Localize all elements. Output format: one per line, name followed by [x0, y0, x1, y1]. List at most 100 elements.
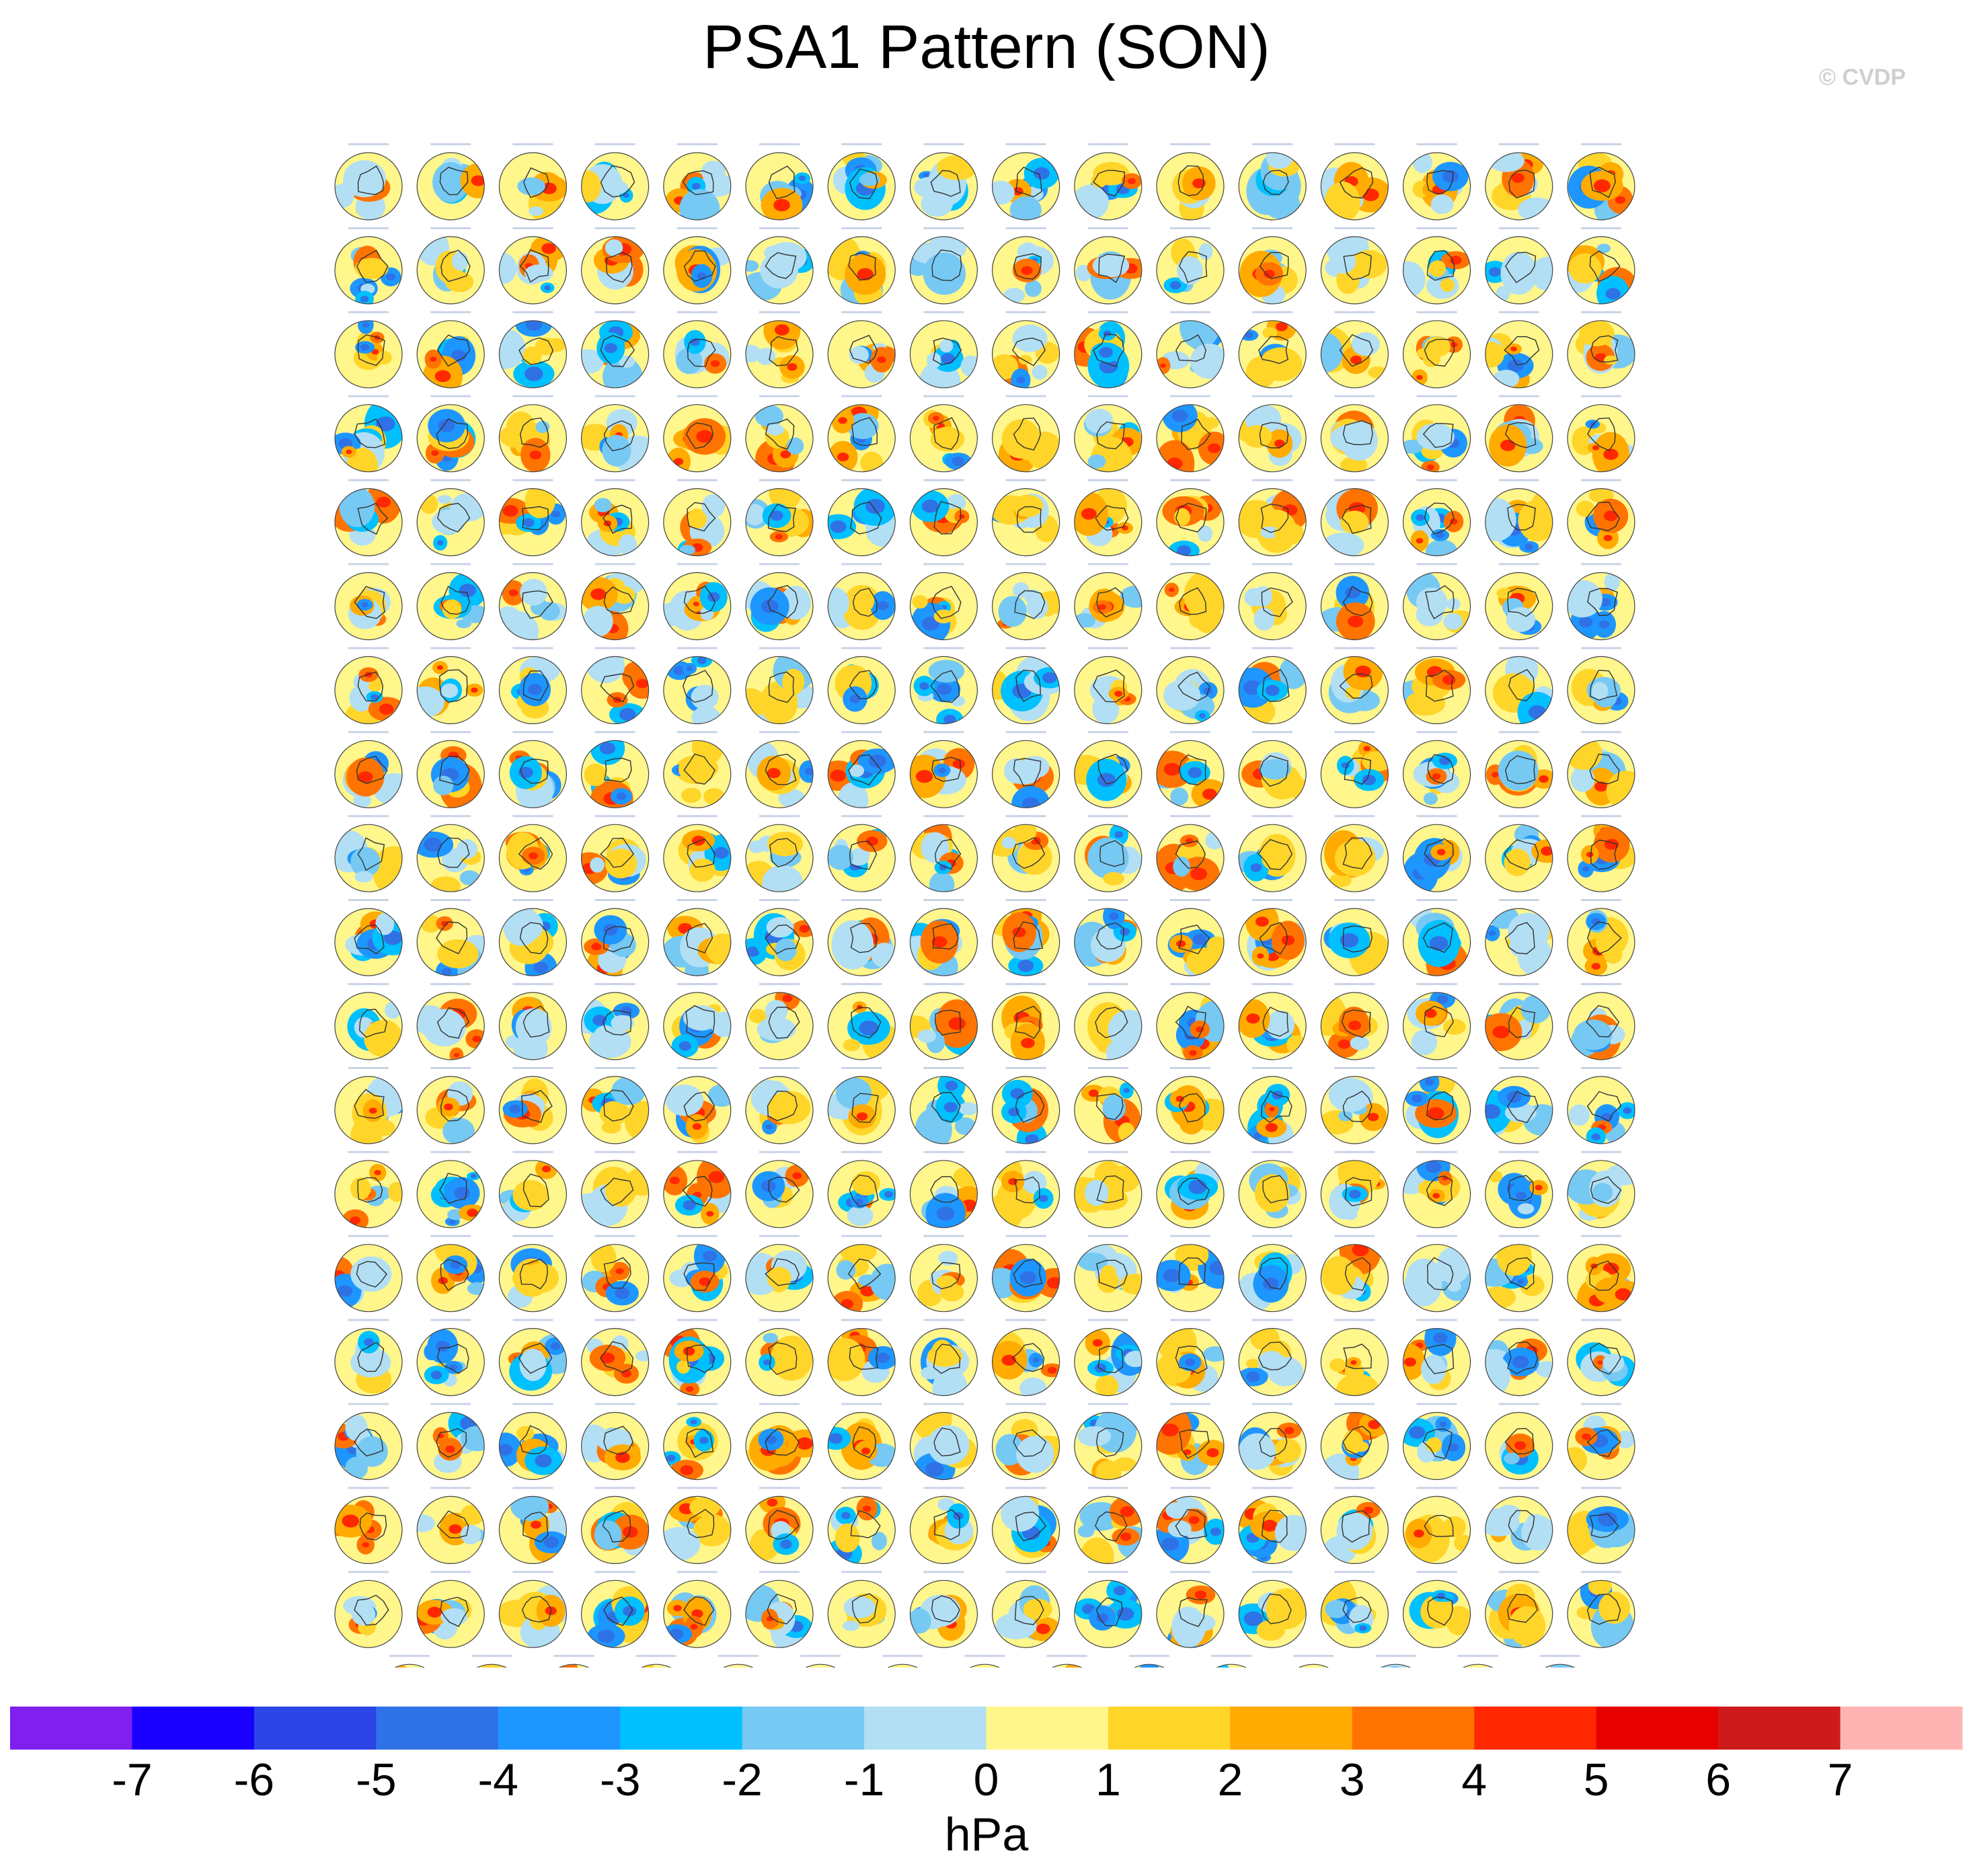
anomaly-core: [691, 835, 705, 846]
anomaly-core: [471, 687, 478, 693]
map-panel: [580, 899, 650, 976]
anomaly-core: [936, 1206, 955, 1221]
panel-caption: [1087, 311, 1128, 313]
anomaly-core: [673, 458, 684, 465]
anomaly-core: [708, 1171, 725, 1183]
map-border: [663, 320, 732, 389]
anomaly-blob: [460, 1504, 485, 1525]
map-panel: [827, 899, 896, 976]
map-panel: [471, 1655, 518, 1668]
anomaly-core: [782, 994, 793, 1003]
panel-caption: [759, 395, 800, 397]
anomaly-core: [1163, 763, 1181, 776]
anomaly-core: [509, 1104, 521, 1113]
map-disk: [1216, 1664, 1246, 1668]
anomaly-core: [619, 708, 636, 721]
anomaly-blob: [451, 251, 469, 271]
map-panel: [909, 647, 978, 725]
panel-caption: [348, 479, 389, 481]
anomaly-blob: [1179, 320, 1220, 349]
anomaly-core: [775, 534, 783, 540]
map-border: [909, 236, 978, 305]
map-panel: [663, 815, 732, 892]
anomaly-core: [1177, 545, 1192, 556]
anomaly-core: [441, 921, 449, 927]
coastline: [1016, 506, 1042, 533]
anomaly-core: [1500, 440, 1516, 451]
map-panel: [1238, 1319, 1307, 1397]
anomaly-blob: [442, 599, 462, 619]
panel-caption: [430, 899, 471, 902]
panel-caption: [759, 479, 800, 481]
panel-caption: [841, 479, 882, 481]
map-panel: [334, 1319, 403, 1397]
map-panel: [1403, 815, 1471, 892]
map-panel: [1457, 1655, 1498, 1668]
anomaly-blob: [1405, 691, 1446, 716]
map-border: [663, 404, 732, 473]
anomaly-core: [1097, 773, 1116, 787]
map-panel: [1320, 1066, 1389, 1144]
map-panel: [1567, 1150, 1635, 1228]
panel-caption: [1334, 227, 1375, 229]
anomaly-blob: [775, 938, 797, 962]
panel-caption: [841, 563, 882, 565]
panel-caption: [759, 899, 800, 902]
panel-caption: [348, 143, 389, 145]
anomaly-core: [1188, 1179, 1207, 1194]
anomaly-blob: [605, 239, 623, 257]
map-border: [827, 152, 896, 221]
anomaly-core: [1246, 1013, 1260, 1024]
coastline: [1342, 585, 1373, 617]
map-panel: [1074, 395, 1143, 473]
map-panel: [827, 143, 896, 221]
map-border: [580, 152, 650, 221]
map-panel: [991, 815, 1060, 892]
map-border: [416, 320, 485, 389]
anomaly-blob: [1423, 792, 1438, 806]
anomaly-core: [454, 1187, 470, 1200]
anomaly-blob: [835, 1077, 872, 1109]
panel-caption: [923, 1487, 964, 1489]
map-panel: [1403, 899, 1471, 976]
anomaly-core: [796, 1437, 813, 1450]
map-panel: [1320, 899, 1389, 976]
anomaly-core: [1578, 617, 1593, 628]
map-panel: [416, 899, 485, 976]
anomaly-blob: [992, 180, 1015, 205]
map-panel: [580, 1235, 650, 1313]
map-panel: [745, 899, 814, 976]
anomaly-blob: [1101, 1265, 1116, 1278]
panel-caption: [594, 1403, 635, 1405]
map-border: [1238, 152, 1307, 221]
anomaly-core: [1268, 1107, 1275, 1111]
anomaly-core: [1265, 1123, 1278, 1132]
panel-caption: [676, 1487, 718, 1489]
map-panel: [334, 311, 403, 389]
coastline: [685, 923, 713, 953]
panel-caption: [1252, 1403, 1293, 1405]
map-panel: [334, 647, 403, 725]
anomaly-core: [1081, 508, 1097, 520]
anomaly-blob: [1430, 194, 1454, 214]
panel-caption: [676, 647, 718, 650]
anomaly-core: [1042, 672, 1057, 684]
anomaly-core: [1424, 1078, 1434, 1086]
map-border: [416, 656, 485, 725]
anomaly-core: [1603, 535, 1613, 541]
anomaly-blob: [1274, 1514, 1307, 1551]
anomaly-blob: [679, 189, 720, 220]
map-panel: [1156, 479, 1225, 557]
panel-caption: [594, 311, 635, 313]
anomaly-core: [877, 356, 886, 363]
anomaly-core: [1245, 331, 1253, 339]
anomaly-core: [424, 837, 442, 852]
anomaly-core: [685, 1386, 694, 1393]
panel-caption: [676, 1319, 718, 1321]
anomaly-blob: [1340, 457, 1368, 472]
map-panel: [827, 983, 896, 1060]
anomaly-blob: [1245, 1358, 1261, 1368]
anomaly-blob: [946, 494, 966, 512]
map-border: [1074, 152, 1143, 221]
map-panel: [416, 1319, 485, 1397]
